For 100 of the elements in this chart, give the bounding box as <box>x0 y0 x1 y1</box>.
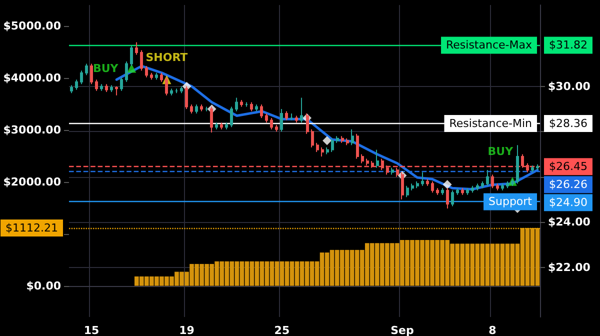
candlestick <box>486 170 489 186</box>
candlestick <box>145 66 148 78</box>
candlestick <box>381 158 384 171</box>
candlestick <box>190 104 193 114</box>
candlestick <box>235 97 238 112</box>
y2-tick-label: $22.00 <box>548 260 591 274</box>
candlestick <box>285 110 288 121</box>
candlestick <box>185 86 188 110</box>
candlestick <box>336 136 339 144</box>
candlestick <box>326 146 329 155</box>
candlestick <box>100 84 103 92</box>
ref-line-label: Resistance-Max <box>446 38 532 52</box>
y-tick-label: $0.00 <box>26 279 62 292</box>
candlestick <box>120 76 123 92</box>
x-tick-label: 25 <box>274 324 290 336</box>
candlestick <box>80 70 83 85</box>
point <box>127 64 136 73</box>
candlestick <box>75 79 78 90</box>
text: $24.90 <box>549 196 588 210</box>
candlestick <box>421 172 424 186</box>
candlestick <box>105 84 108 93</box>
candlestick <box>506 180 509 189</box>
candlestick <box>155 72 158 80</box>
candlestick <box>361 154 364 164</box>
y2-tick-label: $24.00 <box>548 216 591 229</box>
candlestick <box>356 133 359 160</box>
x-tick-label: 15 <box>84 324 100 336</box>
candlestick <box>426 178 429 186</box>
candlestick <box>416 180 419 189</box>
candlestick <box>180 86 183 94</box>
candlestick <box>230 106 233 128</box>
candlestick <box>260 104 263 119</box>
candlestick <box>346 138 349 146</box>
candlestick <box>85 63 88 76</box>
candlestick <box>150 72 153 80</box>
candlestick <box>341 136 344 144</box>
x-tick-label: 19 <box>179 324 194 336</box>
candlestick <box>321 146 324 157</box>
candlestick <box>165 76 168 96</box>
candlestick <box>431 180 434 194</box>
candlestick <box>371 160 374 168</box>
candlestick <box>95 79 98 92</box>
data-label: BUY <box>92 62 120 75</box>
candlestick <box>376 149 379 168</box>
candlestick <box>366 158 369 166</box>
text: $31.82 <box>549 38 588 52</box>
candlestick <box>476 183 479 191</box>
candlestick <box>240 99 243 108</box>
candlestick <box>496 183 499 191</box>
candlestick <box>295 115 298 124</box>
ref-line-label: $1112.21 <box>6 221 58 234</box>
candlestick <box>316 142 319 152</box>
candlestick <box>110 84 113 93</box>
ref-line-label: Resistance-Min <box>449 116 532 130</box>
candlestick <box>471 185 474 194</box>
candlestick <box>311 128 314 148</box>
candlestick <box>270 118 273 130</box>
candlestick <box>215 122 218 130</box>
y-tick-label: $5000.00 <box>3 19 62 32</box>
candlestick <box>210 106 213 134</box>
candlestick <box>195 104 198 114</box>
text: $26.45 <box>549 160 588 174</box>
y-tick-label: $2000.00 <box>3 175 62 188</box>
candlestick <box>531 165 534 173</box>
candlestick <box>456 188 459 196</box>
candlestick <box>90 63 93 85</box>
y2-tick-label: $30.00 <box>548 80 591 93</box>
candlestick <box>351 128 354 146</box>
data-label: SHORT <box>146 51 188 64</box>
candlestick <box>396 167 399 178</box>
candlestick <box>466 188 469 196</box>
candlestick <box>220 122 223 130</box>
candlestick <box>481 180 484 189</box>
candlestick <box>200 104 203 112</box>
candlestick <box>401 172 404 200</box>
x-tick-label: 8 <box>488 324 496 336</box>
candlestick <box>461 188 464 196</box>
candlestick <box>280 108 283 132</box>
candlestick <box>130 45 133 67</box>
data-label: BUY <box>488 144 514 158</box>
candlestick <box>491 174 494 189</box>
candlestick <box>331 138 334 152</box>
text: $28.36 <box>549 116 588 130</box>
candlestick <box>115 86 118 96</box>
candlestick <box>526 162 529 173</box>
candlestick <box>386 165 389 176</box>
candlestick <box>446 188 449 209</box>
candlestick <box>265 113 268 124</box>
candlestick <box>225 122 228 130</box>
candlestick <box>160 72 163 82</box>
candlestick <box>406 185 409 198</box>
candlestick <box>250 102 253 112</box>
candlestick <box>411 183 414 191</box>
candlestick <box>441 188 444 196</box>
candlestick <box>391 167 394 176</box>
candlestick <box>436 188 439 196</box>
candlestick <box>306 113 309 134</box>
candlestick <box>125 61 128 82</box>
y-tick-label: $4000.00 <box>3 71 62 84</box>
candlestick <box>516 144 519 184</box>
